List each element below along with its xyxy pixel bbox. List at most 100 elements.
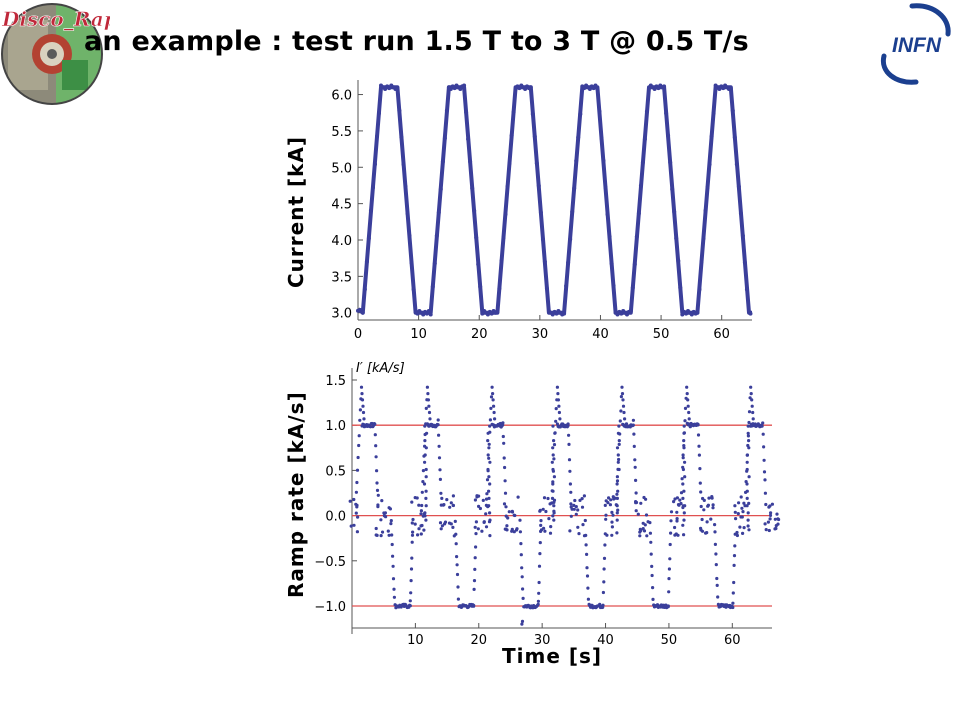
ramp-data-point <box>585 574 590 578</box>
ramp-scatter-points <box>348 385 781 626</box>
ramp-data-point <box>609 498 613 502</box>
ramp-data-point <box>741 510 745 514</box>
ramp-data-point <box>673 497 677 501</box>
ramp-data-point <box>615 482 619 486</box>
infn-logo: INFN <box>872 0 954 86</box>
ramp-data-point <box>603 503 607 507</box>
ramp-data-point <box>586 586 590 590</box>
ramp-data-point <box>391 554 395 558</box>
ramp-data-point <box>615 492 619 496</box>
current-data-point <box>536 183 541 188</box>
current-data-point <box>676 258 681 263</box>
ramp-data-point <box>551 446 555 450</box>
current-data-point <box>364 259 369 264</box>
current-data-point <box>426 309 431 313</box>
current-data-point <box>472 208 477 213</box>
ramp-data-point <box>639 501 643 505</box>
current-data-point <box>544 286 549 291</box>
ramp-data-point <box>389 522 393 526</box>
ramp-data-point <box>615 496 620 500</box>
ramp-data-point <box>773 517 777 521</box>
ramp-data-point <box>632 432 636 436</box>
current-data-point <box>395 86 400 91</box>
ramp-data-point <box>711 506 715 510</box>
ramp-data-point <box>669 531 673 535</box>
ramp-data-point <box>415 496 419 500</box>
ramp-data-point <box>472 603 476 608</box>
current-data-point <box>672 209 677 214</box>
ramp-data-point <box>606 501 610 505</box>
ramp-data-point <box>379 534 383 538</box>
ramp-data-point <box>745 453 750 457</box>
ramp-data-point <box>382 511 386 515</box>
ramp-data-point <box>682 424 686 428</box>
ramp-data-point <box>421 469 425 473</box>
ramp-data-point <box>747 501 751 505</box>
current-data-point <box>501 235 506 240</box>
ramp-y-tick-label: −0.5 <box>314 555 346 570</box>
ramp-data-point <box>601 603 605 607</box>
ramp-data-point <box>581 523 585 527</box>
current-data-point <box>411 287 416 292</box>
current-data-point <box>744 287 749 292</box>
ramp-data-point <box>391 577 396 581</box>
ramp-data-point <box>572 503 576 507</box>
ramp-data-point <box>768 513 773 518</box>
ramp-data-point <box>638 527 642 532</box>
ramp-data-point <box>699 490 703 494</box>
ramp-data-point <box>376 493 380 497</box>
current-y-tick-label: 6.0 <box>331 89 352 104</box>
ramp-data-point <box>751 410 755 415</box>
current-data-point <box>707 162 712 167</box>
ramp-data-point <box>763 491 768 495</box>
ramp-data-point <box>424 467 428 472</box>
ramp-data-point <box>696 433 701 437</box>
ramp-data-point <box>349 524 353 528</box>
ramp-data-point <box>699 504 703 509</box>
ramp-data-point <box>473 525 477 529</box>
ramp-data-point <box>484 512 488 516</box>
ramp-data-point <box>473 556 477 560</box>
ramp-data-point <box>426 392 430 396</box>
ramp-data-point <box>476 527 480 531</box>
logo-right-text: INFN <box>892 34 942 57</box>
ramp-data-point <box>667 577 671 581</box>
ramp-data-point <box>552 511 556 515</box>
ramp-data-point <box>634 509 638 513</box>
ramp-data-point <box>669 510 674 514</box>
ramp-data-point <box>574 512 578 516</box>
ramp-data-point <box>750 404 754 408</box>
ramp-data-point <box>380 499 384 503</box>
current-data-point <box>375 134 379 139</box>
current-data-point <box>466 137 471 142</box>
ramp-data-point <box>624 422 629 426</box>
ramp-data-point <box>542 526 546 530</box>
ramp-data-point <box>520 566 524 570</box>
ramp-data-point <box>491 392 495 396</box>
ramp-data-point <box>520 575 524 579</box>
ramp-data-point <box>424 475 428 479</box>
ramp-data-point <box>356 515 360 519</box>
ramp-data-point <box>503 479 507 483</box>
ramp-y-tick-label: 0.5 <box>325 464 346 479</box>
infn-logo-icon: INFN <box>880 3 951 85</box>
ramp-data-point <box>537 580 541 585</box>
ramp-data-point <box>667 590 671 594</box>
ramp-data-point <box>390 542 394 547</box>
ramp-x-tick-label: 10 <box>407 633 424 648</box>
ramp-data-point <box>608 503 613 507</box>
ramp-data-point <box>764 502 768 507</box>
ramp-data-point <box>427 410 432 415</box>
ramp-data-point <box>382 514 386 518</box>
ramp-data-point <box>358 418 362 422</box>
current-data-point <box>576 135 581 140</box>
ramp-data-point <box>438 468 442 472</box>
current-data-point <box>572 186 577 191</box>
ramp-data-point <box>650 564 654 569</box>
ramp-data-point <box>604 513 608 517</box>
current-data-point <box>401 162 406 167</box>
current-data-point <box>405 211 410 216</box>
ramp-data-point <box>702 508 706 512</box>
ramp-data-point <box>409 579 413 583</box>
